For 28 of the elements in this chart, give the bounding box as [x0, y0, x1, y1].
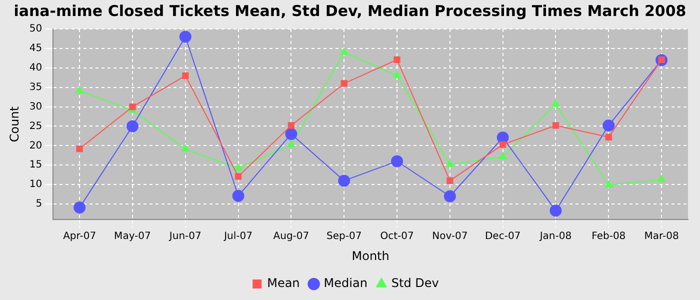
x-tick-label: Aug-07: [273, 231, 310, 242]
legend-label: Median: [324, 276, 368, 290]
x-tick-label: May-07: [114, 231, 151, 242]
x-axis-title: Month: [352, 248, 390, 263]
y-tick-label: 10: [29, 179, 42, 190]
x-tick-label: Jan-08: [538, 231, 572, 242]
x-tick-label: Oct-07: [380, 231, 414, 242]
x-tick-label: Mar-08: [644, 231, 679, 242]
y-tick-label: 35: [29, 82, 42, 93]
x-tick-label: Jun-07: [168, 231, 202, 242]
y-axis-title: Count: [7, 106, 22, 142]
x-tick-label: Feb-08: [592, 231, 626, 242]
x-tick-label: Apr-07: [63, 231, 96, 242]
y-tick-label: 20: [29, 140, 42, 152]
legend-label: Std Dev: [391, 276, 439, 290]
y-tick-label: 15: [29, 160, 42, 171]
x-tick-label: Nov-07: [432, 231, 468, 242]
y-tick-label: 5: [36, 198, 42, 210]
x-tick-label: Dec-07: [484, 231, 521, 242]
y-tick-label: 30: [29, 101, 42, 112]
x-tick-label: Sep-07: [326, 231, 362, 242]
chart-title: iana-mime Closed Tickets Mean, Std Dev, Median Processing Times March 2008: [12, 1, 688, 20]
y-tick-label: 40: [29, 62, 42, 74]
legend-label: Mean: [267, 276, 300, 290]
y-tick-label: 25: [29, 120, 42, 132]
x-tick-label: Jul-07: [223, 231, 252, 242]
y-tick-label: 50: [29, 24, 42, 35]
y-tick-label: 45: [29, 43, 42, 54]
